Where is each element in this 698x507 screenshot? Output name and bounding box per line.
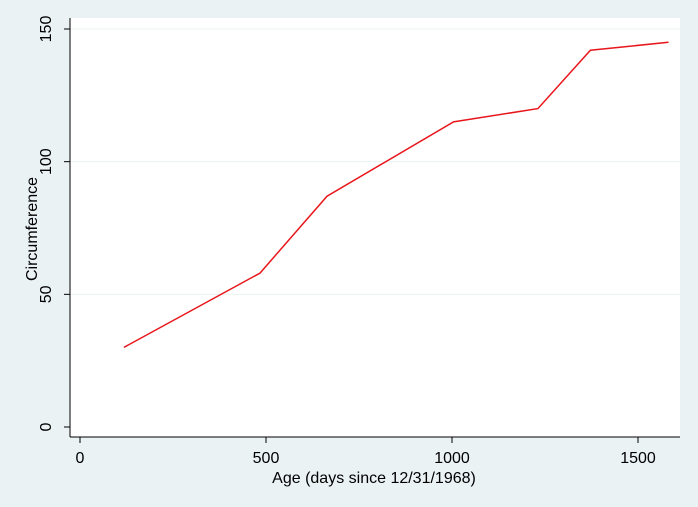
series-line <box>123 41 669 349</box>
y-tick-label: 50 <box>38 285 55 303</box>
plot-area <box>70 18 680 437</box>
y-tick-label: 100 <box>38 148 55 175</box>
x-tick-label: 500 <box>253 450 280 467</box>
axes <box>69 18 680 438</box>
x-axis-title: Age (days since 12/31/1968) <box>272 470 476 487</box>
gridlines <box>70 28 680 295</box>
series-layer <box>123 41 669 349</box>
y-tick-label: 0 <box>38 422 55 431</box>
x-tick-label: 0 <box>76 450 85 467</box>
x-tick-label: 1000 <box>434 450 470 467</box>
x-tick-label: 1500 <box>620 450 656 467</box>
y-axis-title: Circumference <box>24 177 41 281</box>
y-tick-label: 150 <box>38 16 55 43</box>
